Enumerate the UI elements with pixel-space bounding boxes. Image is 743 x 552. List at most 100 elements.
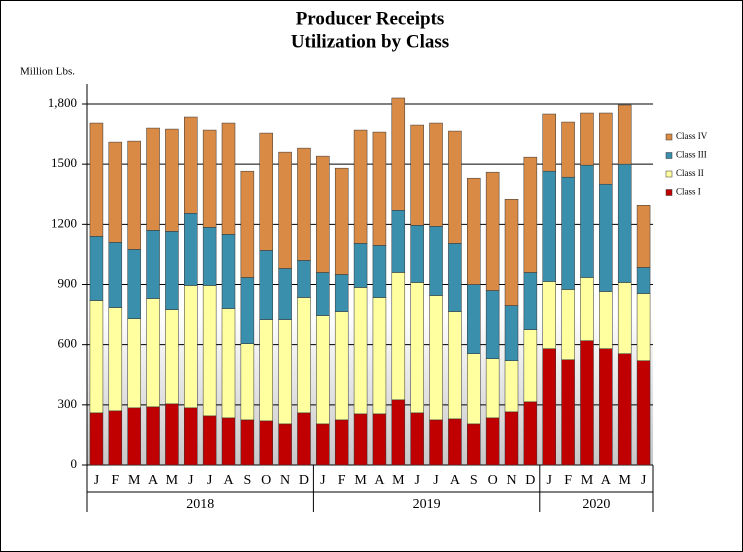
bar-segment [127, 318, 141, 409]
bar-segment [429, 226, 443, 296]
bar-segment [448, 243, 462, 312]
bar-segment [240, 419, 255, 466]
bar-segment [561, 176, 575, 290]
legend-swatch [665, 152, 673, 159]
bar-segment [278, 268, 292, 320]
bar-segment [297, 260, 311, 298]
bar-segment [221, 122, 236, 235]
legend-label: Class IV [676, 131, 708, 141]
x-group-label: 2020 [582, 497, 610, 512]
bar-segment [410, 225, 424, 283]
bar-segment [353, 287, 368, 415]
x-tick-label: D [299, 473, 309, 488]
bar-segment [636, 293, 651, 361]
bar-segment [353, 413, 368, 466]
bar-segment [278, 319, 292, 425]
bar-segment [184, 116, 198, 214]
bar-segment [372, 413, 387, 466]
y-tick-label: 0 [71, 456, 78, 471]
bar-segment [127, 407, 141, 466]
bar-segment [127, 249, 141, 319]
bar-segment [108, 141, 123, 243]
bar-segment [617, 104, 632, 165]
x-tick-label: J [320, 473, 326, 488]
x-tick-label: A [601, 473, 612, 488]
bar-segment [636, 267, 651, 294]
x-tick-label: J [641, 473, 647, 488]
x-tick-label: M [581, 473, 594, 488]
bar-segment [202, 285, 217, 417]
bar-segment [504, 305, 519, 361]
bar-segment [316, 315, 330, 425]
bar-segment [636, 360, 651, 466]
bar-segment [89, 122, 104, 237]
bar-segment [429, 122, 443, 227]
bar-segment [108, 410, 123, 466]
bar-segment [429, 295, 443, 421]
bar-segment [334, 274, 349, 312]
bar-segment [542, 170, 556, 282]
bar-segment [617, 282, 632, 354]
bar-segment [89, 300, 104, 414]
x-tick-label: J [94, 473, 100, 488]
bar-segment [353, 243, 368, 288]
bar-segment [561, 359, 575, 466]
bar-segment [561, 121, 575, 178]
bar-segment [467, 423, 481, 466]
bar-segment [240, 170, 255, 278]
bar-segment [467, 284, 481, 354]
bar-segment [240, 277, 255, 344]
bar-segment [278, 151, 292, 269]
x-tick-label: N [506, 473, 516, 488]
bar-segment [599, 291, 613, 349]
y-tick-label: 300 [58, 396, 78, 411]
bar-segment [165, 403, 179, 466]
bar-segment [146, 298, 160, 408]
bar-segment [523, 272, 538, 330]
bar-segment [523, 329, 538, 403]
bar-segment [108, 242, 123, 308]
bar-segment [391, 210, 406, 273]
bar-segment [504, 199, 519, 306]
bar-segment [278, 423, 292, 466]
bar-segment [146, 127, 160, 231]
bar-segment [523, 156, 538, 273]
bar-segment [184, 213, 198, 286]
bar-segment [391, 272, 406, 401]
bar-segment [240, 343, 255, 421]
bar-segment [617, 163, 632, 283]
x-tick-label: F [564, 473, 572, 488]
legend-label: Class II [676, 168, 704, 178]
y-tick-label: 600 [58, 336, 78, 351]
bar-segment [372, 245, 387, 298]
bar-segment [504, 360, 519, 413]
bar-segment [221, 308, 236, 419]
bar-segment [297, 147, 311, 261]
bar-segment [334, 167, 349, 275]
x-tick-label: M [618, 473, 631, 488]
bar-segment [221, 417, 236, 466]
bar-segment [580, 277, 594, 341]
y-tick-label: 900 [58, 275, 78, 290]
x-tick-label: F [111, 473, 119, 488]
bar-segment [259, 319, 273, 422]
bar-segment [485, 171, 500, 291]
x-tick-label: J [207, 473, 213, 488]
y-tick-label: 1500 [51, 155, 77, 170]
bar-segment [580, 112, 594, 166]
y-tick-label: 1,800 [48, 95, 77, 110]
bar-segment [485, 290, 500, 359]
x-tick-label: S [470, 473, 478, 488]
bar-segment [108, 307, 123, 412]
x-tick-label: O [488, 473, 498, 488]
bar-segment [202, 227, 217, 286]
bar-segment [146, 406, 160, 466]
bar-segment [89, 236, 104, 301]
x-group-label: 2018 [186, 497, 214, 512]
bar-segment [165, 128, 179, 232]
x-tick-label: M [128, 473, 141, 488]
bar-segment [448, 130, 462, 244]
bar-segment [542, 348, 556, 466]
bar-segment [410, 282, 424, 414]
bar-segment [372, 131, 387, 246]
